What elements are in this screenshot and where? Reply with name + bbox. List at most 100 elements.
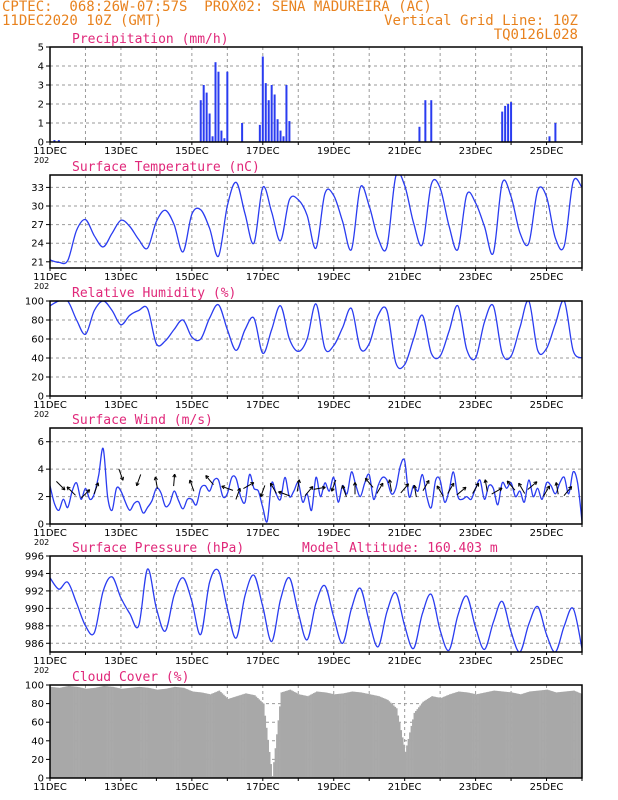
cloud-bar <box>403 744 405 778</box>
cloud-bar <box>400 730 403 778</box>
precip-bar <box>285 85 288 142</box>
cloud-bar <box>123 688 126 778</box>
x-tick-label: 21DEC <box>388 528 422 539</box>
cloud-bar <box>386 699 389 778</box>
cloud-bar <box>540 690 543 778</box>
cloud-bar <box>370 694 373 778</box>
x-tick-label: 17DEC <box>246 146 280 157</box>
cloud-bar <box>98 686 101 778</box>
cloud-bar <box>469 693 472 778</box>
x-tick-label: 25DEC <box>530 656 564 667</box>
cloud-bar <box>556 692 559 778</box>
cloud-bar <box>456 691 459 778</box>
cloud-bar <box>468 692 470 778</box>
x-tick-label: 11DEC <box>33 528 67 539</box>
cloud-bar <box>250 694 253 778</box>
cloud-bar <box>373 695 376 778</box>
cloud-bar <box>382 698 385 778</box>
cloud-bar <box>407 738 410 778</box>
cloud-bar <box>426 698 429 778</box>
cloud-bar <box>214 692 216 778</box>
cloud-bar <box>398 722 401 778</box>
x-tick-label: 15DEC <box>175 272 209 283</box>
cloud-bar <box>116 687 119 778</box>
cloud-bar <box>107 686 110 778</box>
y-tick-label: 0 <box>38 138 44 149</box>
cloud-bar <box>318 691 321 778</box>
cloud-bar <box>545 689 547 778</box>
x-tick-label: 25DEC <box>530 272 564 283</box>
y-tick-label: 33 <box>31 183 44 194</box>
cloud-bar <box>197 692 200 778</box>
x-tick-label: 23DEC <box>459 782 493 793</box>
cloud-bar <box>171 687 173 778</box>
cloud-bar <box>568 691 571 778</box>
cloud-bar <box>376 695 379 778</box>
cloud-bar <box>361 692 364 778</box>
cloud-bar <box>100 686 103 778</box>
cloud-bar <box>404 751 407 778</box>
cloud-bar <box>416 709 419 778</box>
cloud-bar <box>233 697 236 778</box>
cloud-bar <box>249 694 252 778</box>
cloud-bar <box>326 692 329 778</box>
wind-arrow <box>352 482 358 495</box>
wind-arrow <box>93 482 100 495</box>
wind-arrow <box>387 479 393 492</box>
cloud-bar <box>333 694 336 778</box>
precip-bar <box>241 123 244 142</box>
cloud-bar <box>252 694 255 778</box>
y-tick-label: 3 <box>38 81 44 92</box>
cloud-bar <box>63 686 66 778</box>
cloud-bar <box>82 688 85 778</box>
x-tick-label: 11DEC <box>33 656 67 667</box>
x-tick-label: 23DEC <box>459 656 493 667</box>
wind-arrow <box>376 482 384 494</box>
cloud-bar <box>460 691 463 778</box>
cloud-bar <box>175 687 178 778</box>
cloud-bar <box>119 688 122 778</box>
cloud-bar <box>83 688 86 778</box>
cloud-bar <box>141 687 144 778</box>
cloud-bar <box>447 694 450 778</box>
x-tick-label: 19DEC <box>317 400 351 411</box>
cloud-bar <box>178 687 181 778</box>
panel-temp: 21 24 27 30 33 11DEC 13DEC 15DEC 17DEC 19DEC 21DEC… <box>31 160 583 291</box>
cloud-bar <box>574 691 577 778</box>
cloud-bar <box>150 688 153 778</box>
cloud-bar <box>493 690 496 778</box>
y-tick-label: 992 <box>25 586 44 597</box>
precip-bar <box>264 83 267 142</box>
precip-bar <box>57 140 60 142</box>
cloud-bar <box>401 737 404 778</box>
cloud-bar <box>183 687 185 778</box>
x-tick-label: 15DEC <box>175 400 209 411</box>
cloud-bar <box>72 686 74 778</box>
cloud-bar <box>335 694 337 778</box>
cloud-bar <box>308 695 311 778</box>
x-tick-label: 11DEC <box>33 272 67 283</box>
cloud-bar <box>120 688 123 778</box>
cloud-bar <box>415 711 417 778</box>
y-tick-label: 2 <box>38 492 44 503</box>
cloud-bar <box>270 764 272 778</box>
plot-frame <box>49 300 583 397</box>
cloud-bar <box>57 687 60 778</box>
cloud-bar <box>191 691 194 778</box>
y-tick-label: 27 <box>31 220 44 231</box>
x-tick-label: 15DEC <box>175 656 209 667</box>
cloud-bar <box>358 692 361 778</box>
cloud-bar <box>91 688 94 778</box>
cloud-bar <box>512 692 515 778</box>
cloud-bar <box>177 687 179 778</box>
x-tick-label: 23DEC <box>459 400 493 411</box>
cloud-bar <box>324 692 327 778</box>
x-tick-label: 19DEC <box>317 146 351 157</box>
cloud-bar <box>282 691 284 778</box>
cloud-bar <box>279 706 281 778</box>
panel-title-rh: Relative Humidity (%) <box>72 286 236 301</box>
cloud-bar <box>567 691 569 778</box>
wind-arrow <box>135 474 142 487</box>
cloud-bar <box>60 687 63 778</box>
y-tick-label: 5 <box>38 43 44 54</box>
